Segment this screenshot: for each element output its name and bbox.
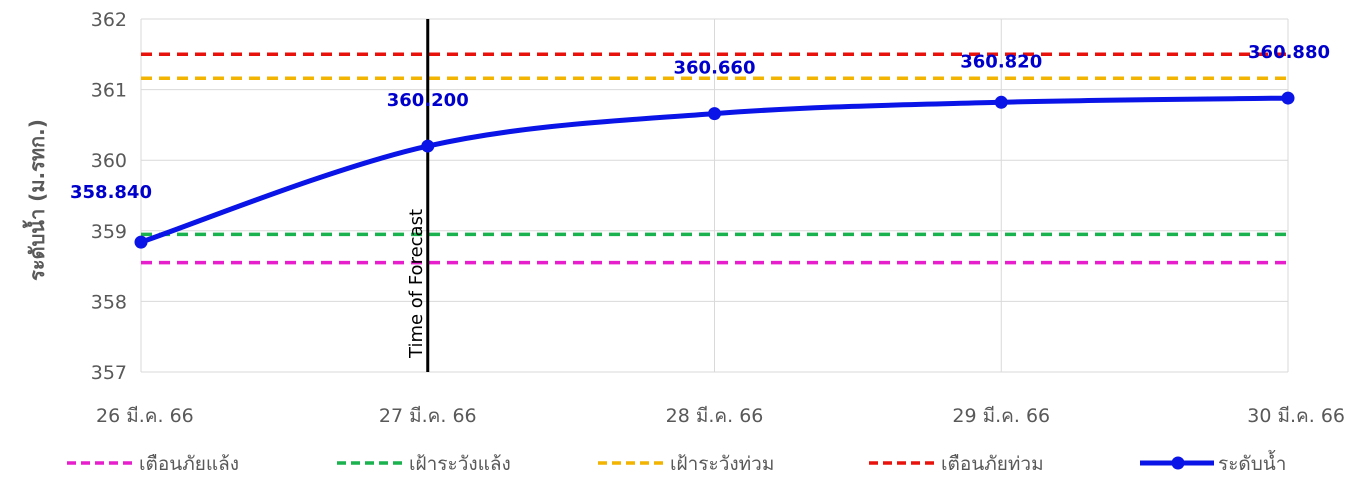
data-point xyxy=(1281,91,1295,105)
data-label: 360.820 xyxy=(960,51,1042,72)
legend-item: เตือนภัยท่วม xyxy=(869,453,1044,475)
forecast-label: Time of Forecast xyxy=(406,209,427,359)
legend-label: เฝ้าระวังท่วม xyxy=(670,453,774,475)
x-tick-label: 28 มี.ค. 66 xyxy=(666,405,764,427)
data-label: 360.880 xyxy=(1248,42,1330,63)
data-point xyxy=(134,235,148,249)
y-tick-label: 358 xyxy=(91,291,127,313)
data-point xyxy=(994,95,1008,109)
x-axis-ticks: 26 มี.ค. 66 27 มี.ค. 66 28 มี.ค. 66 29 มี.ค… xyxy=(96,405,1345,427)
x-tick-label: 27 มี.ค. 66 xyxy=(379,405,477,427)
y-axis-label: ระดับน้ำ (ม.รทก.) xyxy=(22,119,49,281)
legend-label: ระดับน้ำ xyxy=(1218,450,1286,475)
y-tick-label: 362 xyxy=(91,9,127,31)
legend-item: เฝ้าระวังท่วม xyxy=(598,453,774,475)
data-label: 358.840 xyxy=(70,182,152,203)
y-tick-label: 359 xyxy=(91,221,127,243)
y-tick-label: 357 xyxy=(91,362,127,384)
water-level-series xyxy=(134,91,1295,249)
data-point xyxy=(708,107,721,121)
legend-item: เตือนภัยแล้ง xyxy=(67,453,239,475)
x-tick-label: 29 มี.ค. 66 xyxy=(952,405,1050,427)
x-tick-label: 30 มี.ค. 66 xyxy=(1247,405,1345,427)
legend-item: เฝ้าระวังแล้ง xyxy=(337,453,511,475)
legend: เตือนภัยแล้ง เฝ้าระวังแล้ง เฝ้าระวังท่วม เต… xyxy=(67,450,1286,475)
y-tick-label: 360 xyxy=(91,150,127,172)
forecast-annotation: Time of Forecast xyxy=(406,19,430,372)
grid-lines xyxy=(140,18,1289,373)
threshold-lines xyxy=(141,52,1288,265)
legend-label: เตือนภัยแล้ง xyxy=(139,453,239,475)
y-axis-ticks: 357 358 359 360 361 362 xyxy=(91,9,127,384)
data-point xyxy=(421,139,435,153)
legend-item: ระดับน้ำ xyxy=(1140,450,1286,475)
legend-label: เตือนภัยท่วม xyxy=(941,453,1044,475)
y-tick-label: 361 xyxy=(91,80,127,102)
data-label: 360.200 xyxy=(387,90,469,111)
data-label: 360.660 xyxy=(674,58,756,79)
legend-marker xyxy=(1171,456,1185,470)
x-tick-label: 26 มี.ค. 66 xyxy=(96,405,194,427)
data-labels: 358.840 360.200 360.660 360.820 360.880 xyxy=(70,42,1330,203)
legend-label: เฝ้าระวังแล้ง xyxy=(409,453,511,475)
